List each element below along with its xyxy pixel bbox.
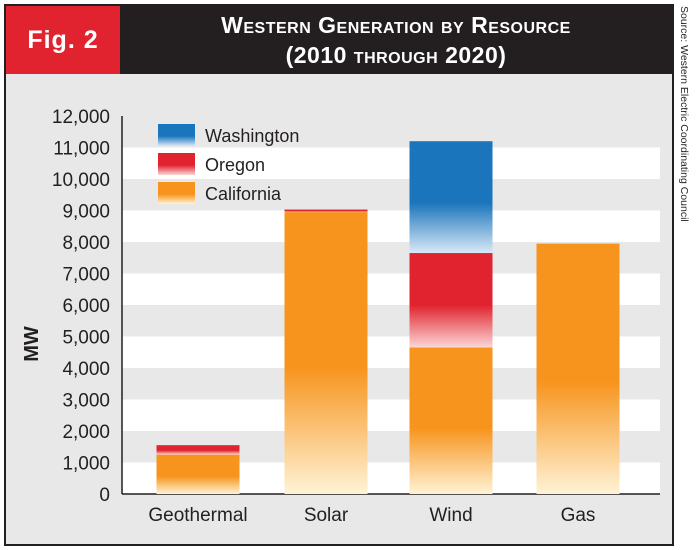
y-tick-label: 0 [99, 485, 110, 506]
bar-california-solar [284, 212, 368, 494]
chart-title-line-2: (2010 through 2020) [285, 42, 507, 68]
y-tick-label: 1,000 [62, 454, 110, 475]
y-tick-label: 10,000 [52, 170, 110, 191]
bar-california-wind [409, 347, 493, 494]
y-tick-labels: 0 1,000 2,000 3,000 4,000 5,000 6,000 7,000 8,00… [52, 107, 110, 506]
bar-washington-wind [409, 141, 493, 254]
bar-oregon-wind [409, 253, 493, 348]
figure-header: Fig. 2 Western Generation by Resource (2… [6, 6, 672, 74]
x-category-label: Solar [304, 505, 349, 526]
figure-label: Fig. 2 [6, 6, 120, 74]
legend-label-oregon: Oregon [205, 155, 265, 175]
grid-band [122, 147, 660, 179]
y-tick-label: 6,000 [62, 296, 110, 317]
category-labels: Geothermal Solar Wind Gas [148, 505, 595, 526]
y-axis-label: MW [21, 326, 43, 362]
y-tick-label: 2,000 [62, 422, 110, 443]
legend-swatch-oregon [158, 153, 195, 175]
chart-title-line-1: Western Generation by Resource [221, 12, 571, 38]
bar-california-geothermal [156, 454, 240, 494]
legend: Washington Oregon California [158, 124, 299, 204]
x-category-label: Gas [561, 505, 596, 526]
bar-oregon-solar [284, 209, 368, 213]
y-tick-label: 8,000 [62, 233, 110, 254]
legend-swatch-california [158, 182, 195, 204]
grid-band [122, 210, 660, 242]
bar-chart: 0 1,000 2,000 3,000 4,000 5,000 6,000 7,000 8,00… [21, 107, 660, 526]
source-note: Source: Western Electric Coordinating Co… [678, 6, 698, 246]
y-tick-label: 3,000 [62, 391, 110, 412]
y-tick-label: 7,000 [62, 265, 110, 286]
y-tick-label: 12,000 [52, 107, 110, 128]
bars [156, 141, 620, 494]
legend-label-washington: Washington [205, 126, 299, 146]
y-tick-label: 9,000 [62, 202, 110, 223]
legend-label-california: California [205, 184, 282, 204]
bar-oregon-geothermal [156, 445, 240, 455]
chart-title: Western Generation by Resource (2010 thr… [120, 10, 672, 70]
x-category-label: Geothermal [148, 505, 247, 526]
y-tick-label: 4,000 [62, 359, 110, 380]
x-category-label: Wind [429, 505, 472, 526]
bar-california-gas [536, 243, 620, 494]
y-tick-label: 5,000 [62, 328, 110, 349]
legend-swatch-washington [158, 124, 195, 146]
y-tick-label: 11,000 [53, 139, 110, 160]
source-text: Source: Western Electric Coordinating Co… [678, 6, 690, 222]
